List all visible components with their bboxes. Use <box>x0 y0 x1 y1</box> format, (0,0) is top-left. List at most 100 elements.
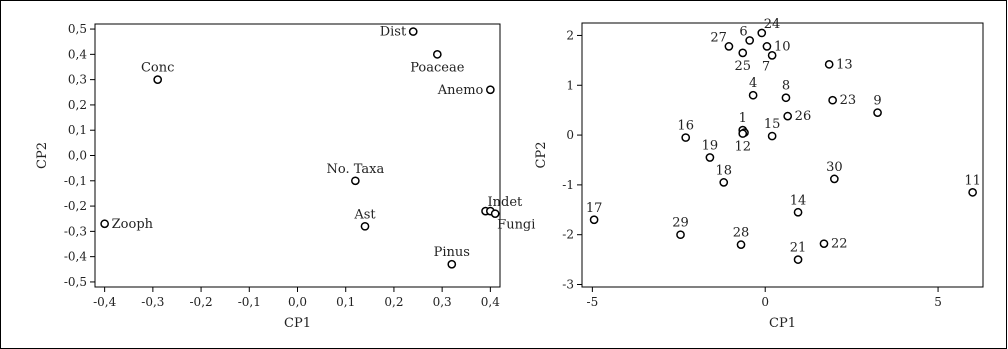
point-label: Fungi <box>497 218 535 233</box>
data-point <box>408 27 418 36</box>
data-point <box>676 230 685 240</box>
y-tick-label: 0,2 <box>68 98 87 112</box>
point-label: 7 <box>762 59 770 74</box>
point-label: 8 <box>782 79 790 94</box>
data-point <box>736 240 746 250</box>
x-tick-label: -0,4 <box>93 295 117 309</box>
point-label: 10 <box>774 39 791 54</box>
y-tick-label: -0,4 <box>64 250 88 264</box>
data-point <box>705 153 715 162</box>
y-axis-label: CP2 <box>35 142 50 169</box>
data-point <box>360 221 370 231</box>
data-point <box>724 42 734 51</box>
point-label: 9 <box>873 94 881 109</box>
y-tick-label: 0,3 <box>68 73 87 87</box>
data-point <box>793 207 803 217</box>
y-tick-label: -1 <box>562 178 574 192</box>
point-label: 6 <box>739 24 747 39</box>
data-point <box>589 215 599 225</box>
y-tick-label: 0,1 <box>68 123 87 137</box>
point-label: 15 <box>764 117 781 132</box>
point-label: Indet <box>488 195 524 210</box>
point-label: 27 <box>710 30 727 45</box>
y-tick-label: 2 <box>566 28 574 42</box>
point-label: 18 <box>715 163 732 178</box>
x-axis-label: CP1 <box>769 316 796 331</box>
y-tick-label: 1 <box>566 78 574 92</box>
point-label: 17 <box>586 201 603 216</box>
data-point <box>873 108 882 118</box>
point-label: 16 <box>677 119 694 134</box>
point-label: 25 <box>734 59 751 74</box>
data-point <box>447 259 457 269</box>
point-label: Anemo <box>437 83 484 98</box>
data-point <box>719 178 729 187</box>
data-point <box>748 90 758 100</box>
x-tick-label: 0,4 <box>481 295 500 309</box>
data-point <box>681 133 691 142</box>
x-tick-label: 0,1 <box>336 295 355 309</box>
data-point <box>830 174 839 184</box>
x-axis-label: CP1 <box>284 316 311 331</box>
point-label: 28 <box>733 226 750 241</box>
x-tick-label: 0,0 <box>288 295 307 309</box>
data-point <box>490 209 500 219</box>
point-label: 29 <box>672 216 689 231</box>
data-point <box>819 239 829 249</box>
point-label: No. Taxa <box>326 162 384 177</box>
point-label: 22 <box>831 237 848 252</box>
data-point <box>781 93 791 103</box>
data-point <box>738 129 748 138</box>
data-point <box>100 219 109 229</box>
data-point <box>793 255 803 264</box>
data-point <box>432 49 442 59</box>
point-label: Pinus <box>434 245 470 260</box>
x-tick-label: -0,1 <box>238 295 261 309</box>
y-axis-label: CP2 <box>534 142 549 169</box>
data-point <box>486 85 495 95</box>
x-tick-label: 0 <box>761 295 769 309</box>
point-label: 11 <box>964 173 981 188</box>
data-point <box>757 28 767 38</box>
data-point <box>762 42 772 51</box>
data-point <box>738 48 748 58</box>
data-point <box>783 111 793 121</box>
point-label: Conc <box>141 61 174 76</box>
y-tick-label: 0,5 <box>68 22 87 36</box>
y-tick-label: -0,1 <box>64 174 87 188</box>
y-tick-label: 0 <box>566 128 574 142</box>
point-label: 30 <box>826 160 843 175</box>
point-label: 23 <box>840 93 857 108</box>
point-label: 24 <box>764 17 781 32</box>
scatter-panel-variables: -0,4 -0,3 -0,2 -0,1 0,0 0,1 0,2 0,3 0,4 0,5 0,4 0,3… <box>35 22 535 331</box>
data-point <box>153 75 163 84</box>
x-tick-label: 0,3 <box>433 295 452 309</box>
data-point <box>968 188 977 197</box>
data-point <box>351 176 360 186</box>
y-tick-label: -3 <box>562 278 574 292</box>
x-tick-label: -5 <box>587 295 599 309</box>
point-label: 19 <box>702 138 719 153</box>
plot-area <box>581 22 984 288</box>
data-point <box>824 59 834 69</box>
x-tick-label: 0,2 <box>384 295 403 309</box>
y-tick-label: -0,3 <box>64 224 87 238</box>
x-tick-label: -0,3 <box>141 295 164 309</box>
point-label: 12 <box>734 140 751 155</box>
y-tick-label: -2 <box>562 228 574 242</box>
point-label: Poaceae <box>410 60 465 75</box>
x-tick-label: 5 <box>934 295 942 309</box>
point-label: 26 <box>795 109 812 124</box>
y-tick-label: -0,5 <box>64 275 87 289</box>
y-tick-label: 0,4 <box>68 47 87 61</box>
data-point <box>745 36 755 45</box>
y-tick-label: 0,0 <box>68 149 87 163</box>
point-label: Dist <box>380 25 407 40</box>
data-point <box>767 131 777 141</box>
point-label: 21 <box>790 241 807 256</box>
y-tick-label: -0,2 <box>64 199 87 213</box>
point-label: Ast <box>353 207 376 222</box>
